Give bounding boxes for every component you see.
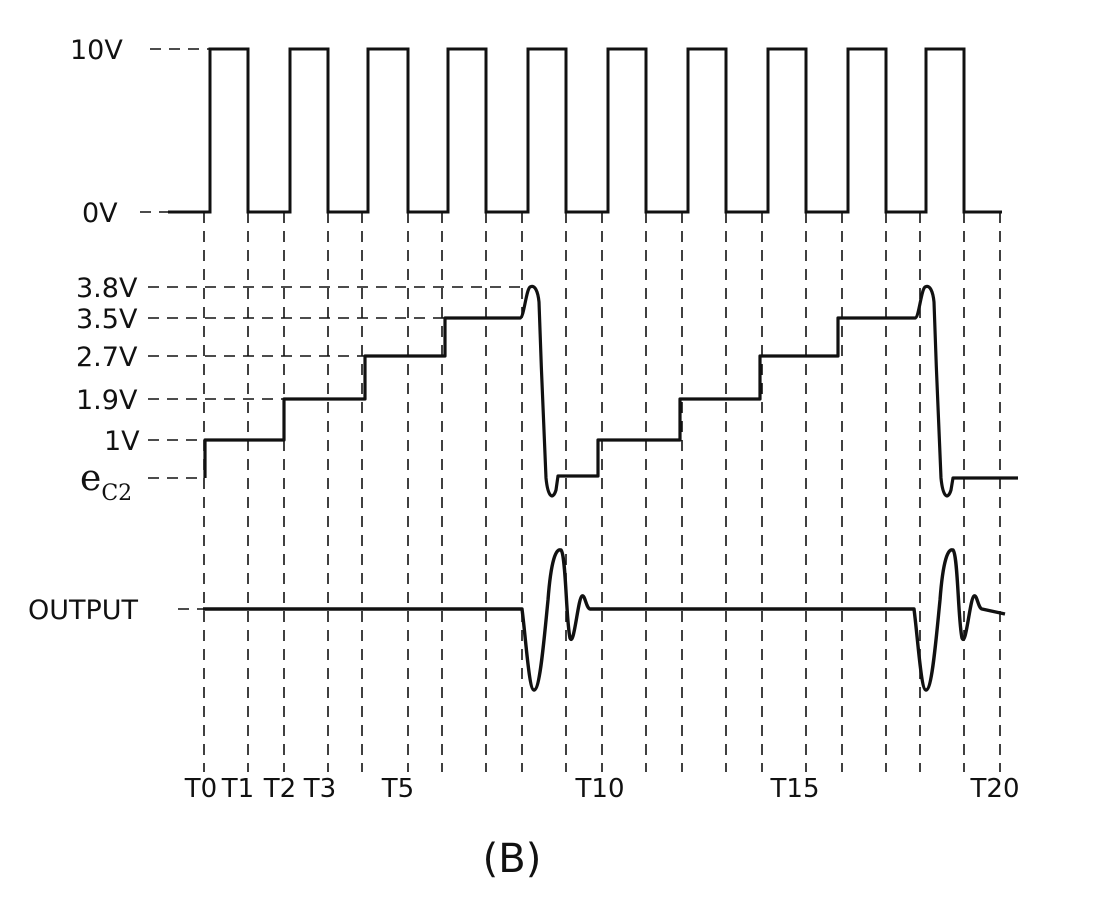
clock-high-label: 10V <box>70 35 123 66</box>
clock-low-label: 0V <box>82 198 118 229</box>
level-guide-lines <box>140 48 528 610</box>
time-label-t2: T2 <box>263 774 296 804</box>
figure-caption: (B) <box>483 836 542 882</box>
ec2-signal-label: eC2 <box>80 458 132 506</box>
output-waveform <box>203 548 1006 692</box>
time-label-t15: T15 <box>770 774 820 804</box>
level-label-1-9v: 1.9V <box>76 385 138 416</box>
level-label-3-5v: 3.5V <box>76 304 138 335</box>
level-label-2-7v: 2.7V <box>76 342 138 373</box>
time-label-t1: T1 <box>221 774 254 804</box>
clock-square-wave <box>168 47 1002 214</box>
level-label-1v: 1V <box>104 426 140 457</box>
level-label-3-8v: 3.8V <box>76 273 138 304</box>
time-label-t3: T3 <box>303 774 336 804</box>
output-label: OUTPUT <box>28 595 139 626</box>
time-guide-lines <box>203 212 1001 772</box>
ec2-staircase-waveform <box>203 284 1018 498</box>
time-label-t10: T10 <box>575 774 625 804</box>
time-label-t20: T20 <box>970 774 1020 804</box>
time-label-t0: T0 <box>184 774 217 804</box>
time-label-t5: T5 <box>381 774 414 804</box>
